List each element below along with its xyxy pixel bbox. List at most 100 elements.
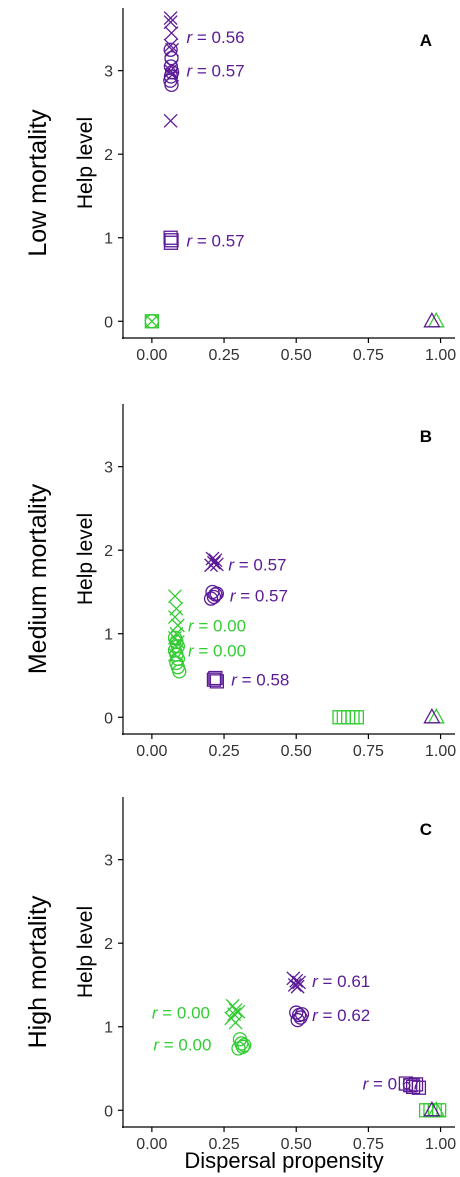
data-point — [292, 975, 307, 990]
correlation-symbol: r — [187, 231, 194, 250]
correlation-label: r = 0.00 — [153, 1035, 211, 1054]
data-point — [345, 710, 360, 725]
correlation-label: r = 0.67 — [363, 1075, 421, 1094]
data-point — [170, 635, 185, 650]
correlation-value: = 0.00 — [194, 616, 246, 635]
data-point — [164, 77, 179, 93]
correlation-symbol: r — [312, 1006, 319, 1025]
data-point — [163, 38, 178, 53]
data-point — [168, 610, 182, 624]
data-point — [209, 586, 224, 601]
x-tick-label: 0.75 — [353, 347, 384, 364]
panel-label: C — [420, 820, 432, 839]
x-axis-title: Dispersal propensity — [184, 1148, 383, 1173]
panel-label: B — [420, 427, 432, 446]
data-point — [144, 314, 160, 329]
row-title: High mortality — [24, 895, 52, 1048]
data-point — [431, 1103, 447, 1118]
data-point — [164, 50, 179, 66]
data-point — [227, 1007, 242, 1022]
correlation-value: = 0.57 — [192, 62, 244, 81]
series-green-square — [332, 710, 364, 725]
data-point — [168, 589, 182, 604]
data-point — [289, 1005, 304, 1020]
y-axis-title: Help level — [74, 513, 97, 605]
correlation-symbol: r — [188, 616, 195, 635]
y-axis-title: Help level — [74, 906, 97, 998]
series-purple-x — [204, 551, 224, 573]
data-point — [423, 311, 441, 328]
data-point — [228, 1015, 243, 1030]
x-tick-label: 0.50 — [281, 743, 312, 760]
x-tick-label: 0.25 — [208, 743, 239, 760]
data-point — [228, 1003, 243, 1017]
correlation-label: r = 0.57 — [230, 586, 288, 605]
correlation-value: = 0.57 — [235, 586, 287, 605]
correlation-symbol: r — [187, 62, 194, 81]
data-point — [411, 1080, 427, 1095]
data-point — [163, 113, 178, 128]
correlation-symbol: r — [153, 1035, 160, 1054]
correlation-value: = 0.61 — [318, 972, 370, 991]
series-purple-x — [286, 971, 307, 994]
y-tick-label: 0 — [104, 1103, 113, 1120]
series-purple-triangle — [423, 707, 441, 724]
correlation-value: = 0.00 — [159, 1035, 211, 1054]
correlation-value: = 0.67 — [368, 1075, 420, 1094]
correlation-value: = 0.62 — [318, 1006, 370, 1025]
row-title: Medium mortality — [24, 483, 52, 674]
data-point — [172, 664, 187, 679]
y-tick-label: 3 — [104, 64, 113, 81]
data-point — [208, 670, 223, 686]
correlation-label: r = 0.00 — [152, 1004, 210, 1023]
panel-c: 0.00 0.25 0.50 0.75 1.00 0 1 2 3 Help level High m… — [24, 797, 456, 1153]
series-green-square — [418, 1103, 447, 1118]
correlation-value: = 0.57 — [192, 231, 244, 250]
correlation-value: = 0.56 — [192, 28, 244, 47]
correlation-label: r = 0.62 — [312, 1006, 370, 1025]
y-tick-label: 2 — [104, 147, 113, 164]
series-purple-circle — [289, 1005, 310, 1028]
series-purple-triangle — [423, 1100, 441, 1117]
data-point — [169, 601, 184, 616]
data-point — [289, 973, 304, 988]
correlation-label: r = 0.00 — [188, 616, 246, 635]
x-tick-label: 0.25 — [208, 1136, 239, 1153]
data-point — [294, 1007, 310, 1022]
x-tick-label: 0.50 — [281, 347, 312, 364]
data-point — [206, 589, 222, 605]
data-point — [206, 672, 222, 687]
data-point — [163, 42, 178, 57]
correlation-value: = 0.00 — [158, 1004, 210, 1023]
data-point — [231, 1004, 246, 1019]
data-point — [332, 710, 347, 725]
data-point — [405, 1079, 421, 1095]
data-point — [341, 710, 356, 725]
correlation-symbol: r — [152, 1004, 159, 1023]
data-point — [423, 707, 441, 724]
data-point — [170, 618, 185, 633]
correlation-symbol: r — [231, 671, 238, 690]
data-point — [163, 11, 178, 25]
correlation-label: r = 0.57 — [228, 555, 286, 574]
series-purple-square — [398, 1076, 427, 1095]
correlation-value: = 0.57 — [234, 555, 286, 574]
x-tick-label: 0.75 — [353, 1136, 384, 1153]
x-tick-label: 0.00 — [136, 1136, 167, 1153]
data-point — [208, 587, 223, 602]
x-tick-label: 1.00 — [425, 743, 456, 760]
correlation-label: r = 0.00 — [188, 641, 246, 660]
panel-label: A — [420, 31, 432, 50]
data-point — [163, 59, 179, 74]
y-tick-label: 0 — [104, 710, 113, 727]
data-point — [287, 978, 302, 992]
y-tick-label: 1 — [104, 1020, 113, 1037]
data-point — [163, 69, 179, 84]
correlation-value: = 0.58 — [237, 671, 289, 690]
x-tick-label: 1.00 — [425, 347, 456, 364]
data-point — [237, 1037, 252, 1053]
row-title: Low mortality — [24, 109, 52, 257]
correlation-symbol: r — [230, 586, 237, 605]
correlation-symbol: r — [312, 972, 319, 991]
